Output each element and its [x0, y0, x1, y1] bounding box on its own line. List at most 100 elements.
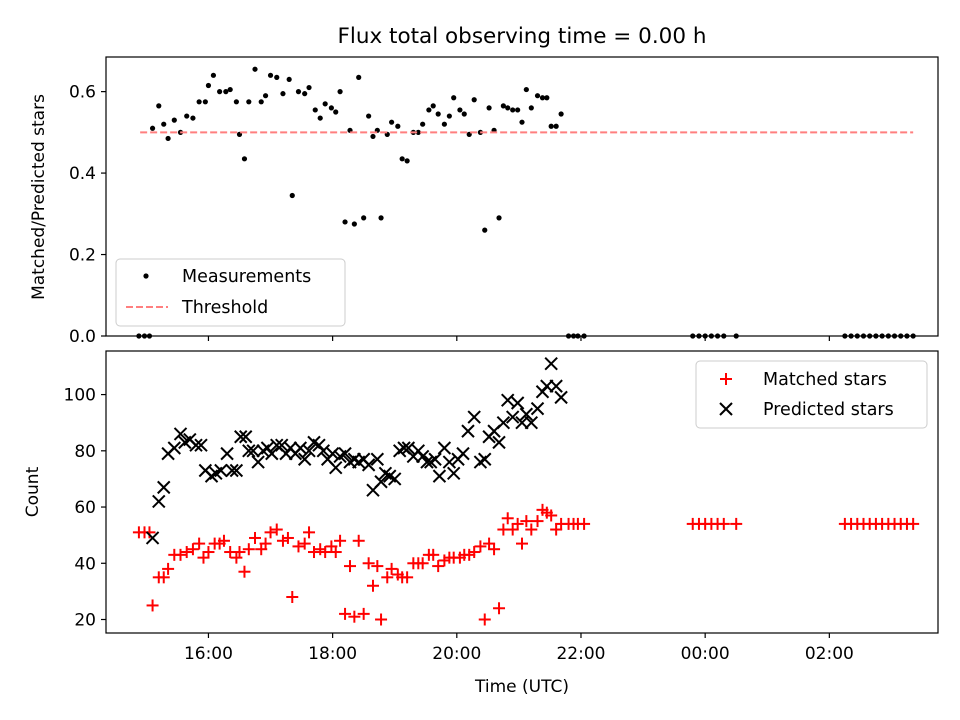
predicted-stars-point-b	[524, 415, 539, 430]
predicted-stars-point-b	[338, 446, 352, 461]
bottom-y-tick-label: 60	[74, 498, 96, 518]
measurements-point	[258, 99, 264, 105]
matched-stars-point	[427, 548, 440, 561]
matched-stars-point	[401, 571, 414, 584]
measurements-point	[482, 227, 488, 233]
measurements-point	[356, 74, 362, 80]
predicted-stars-point	[461, 424, 475, 438]
measurements-point	[286, 76, 292, 83]
top-y-tick-label: 0.0	[69, 327, 96, 347]
predicted-stars-point-b	[234, 430, 248, 444]
predicted-stars-point-b	[297, 452, 312, 466]
predicted-stars-point-b	[501, 393, 515, 407]
predicted-stars-point-b	[242, 444, 256, 458]
matched-stars-point	[308, 546, 320, 559]
predicted-stars-point	[338, 446, 352, 461]
measurements-point	[295, 89, 302, 95]
measurements-point	[302, 91, 308, 97]
bottom-y-tick-label: 40	[74, 554, 96, 574]
matched-stars-point	[270, 523, 283, 536]
measurements-point	[558, 111, 564, 117]
predicted-stars-point	[265, 446, 279, 461]
measurements-point	[515, 107, 521, 113]
predicted-stars-point-b	[378, 466, 393, 481]
predicted-stars-point-b	[397, 441, 411, 455]
predicted-stars-point	[189, 438, 203, 452]
matched-stars-point	[478, 613, 491, 626]
measurements-point	[190, 115, 196, 121]
bottom-y-ticks: 20 40 60 80 100	[64, 386, 106, 631]
predicted-stars-point	[157, 480, 171, 495]
measurements-point	[378, 215, 384, 221]
matched-stars-point	[334, 534, 347, 547]
predicted-stars-point	[297, 452, 312, 466]
matched-stars-point	[281, 531, 294, 544]
measurements-point	[210, 72, 217, 78]
matched-stars-point	[531, 515, 544, 528]
measurements-point	[404, 158, 410, 164]
predicted-stars-point-b	[152, 494, 166, 509]
predicted-stars-point	[152, 494, 166, 509]
predicted-stars-point	[229, 463, 244, 478]
measurements-point	[317, 115, 323, 121]
measurements-point	[534, 93, 541, 99]
predicted-stars-point-b	[374, 475, 388, 489]
predicted-stars-point-b	[189, 438, 203, 452]
predicted-stars-point	[456, 446, 470, 461]
predicted-stars-point-b	[467, 410, 481, 424]
matched-stars-point	[578, 517, 591, 530]
legend-measurements-label: Measurements	[182, 267, 311, 287]
predicted-stars-point-b	[544, 356, 558, 371]
predicted-stars-point	[275, 438, 289, 452]
matched-stars-point	[157, 571, 170, 584]
matched-stars-point	[348, 610, 361, 623]
matched-stars-point	[217, 534, 230, 547]
predicted-stars-point	[238, 430, 253, 444]
matched-stars-point	[381, 571, 394, 584]
predicted-stars-point-b	[275, 438, 289, 452]
predicted-stars-point	[501, 393, 515, 407]
predicted-stars-point	[293, 441, 308, 455]
measurements-point	[415, 129, 421, 135]
predicted-stars-point-b	[510, 396, 525, 410]
predicted-stars-point	[173, 427, 188, 441]
predicted-stars-point-b	[456, 446, 470, 461]
measurements-point	[196, 99, 202, 105]
matched-stars-point	[264, 526, 277, 539]
matched-stars-point	[339, 607, 352, 620]
matched-stars-point	[385, 562, 398, 575]
matched-stars-point	[511, 517, 524, 530]
predicted-stars-point	[251, 455, 265, 469]
matched-stars-point	[416, 557, 429, 570]
measurements-point	[328, 105, 334, 111]
measurements-point	[548, 123, 554, 129]
measurements-point	[471, 97, 477, 103]
measurements-point	[389, 119, 395, 125]
legend-matched-marker	[720, 373, 732, 385]
predicted-stars-point	[530, 401, 545, 416]
bottom-x-tick-label: 00:00	[681, 644, 730, 664]
top-axes-frame	[105, 56, 939, 337]
top-y-axis-label: Matched/Predicted stars	[29, 94, 49, 300]
matched-stars-point	[717, 517, 730, 530]
predicted-stars-point	[220, 446, 234, 461]
measurements-point	[241, 156, 248, 162]
matched-stars-point	[525, 523, 538, 536]
bottom-marks	[132, 356, 920, 626]
measurements-point	[441, 121, 447, 127]
predicted-stars-point	[549, 379, 563, 393]
measurements-point	[395, 123, 401, 129]
measurements-point	[246, 99, 252, 105]
top-y-ticks: 0.0 0.2 0.4 0.6	[69, 83, 106, 347]
predicted-stars-point	[388, 472, 402, 486]
measurements-point	[184, 113, 190, 119]
matched-stars-point	[202, 546, 215, 559]
measurements-point	[217, 89, 223, 95]
matched-stars-point	[730, 517, 743, 530]
predicted-stars-point-b	[442, 455, 457, 469]
measurements-point	[435, 111, 441, 117]
bottom-y-axis-label: Count	[23, 466, 43, 517]
measurements-point	[280, 91, 286, 97]
predicted-stars-point-b	[167, 441, 182, 455]
matched-stars-point	[352, 534, 365, 547]
